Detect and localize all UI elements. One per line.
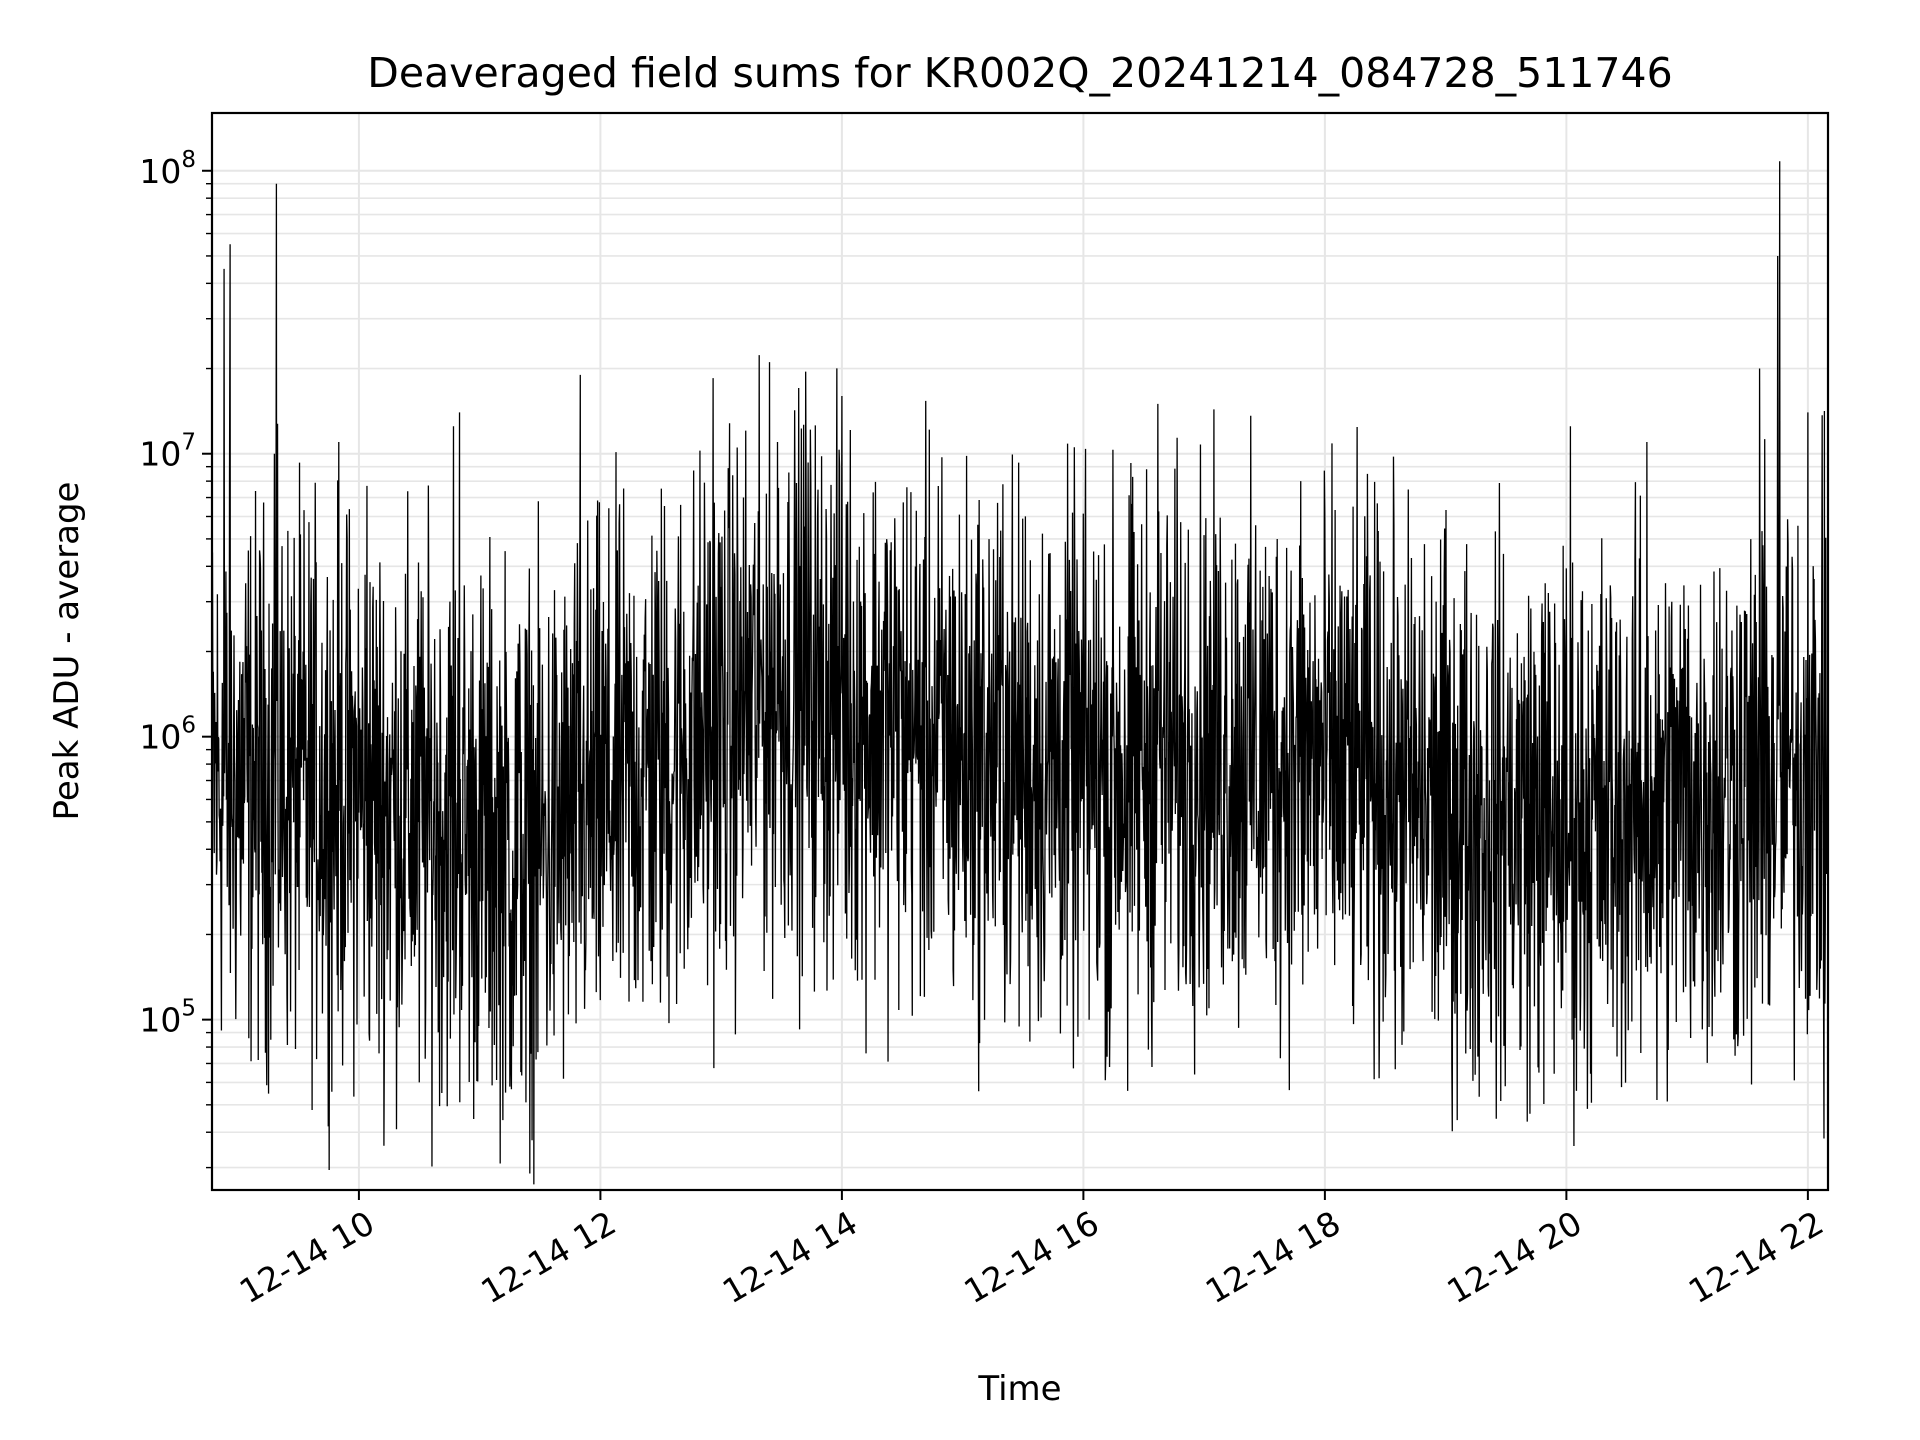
y-axis-title: Peak ADU - average: [47, 482, 87, 821]
y-axis: 105 106 107 108: [139, 147, 212, 1169]
series-layer: [211, 161, 1829, 1185]
y-tick-label: 106: [139, 713, 196, 757]
chart-title: Deaveraged field sums for KR002Q_2024121…: [367, 49, 1672, 97]
y-tick-label: 107: [139, 430, 196, 474]
y-tick-label: 105: [139, 996, 196, 1040]
x-axis-title: Time: [977, 1369, 1061, 1409]
series-line: [211, 161, 1829, 1185]
y-tick-label: 108: [139, 147, 196, 191]
